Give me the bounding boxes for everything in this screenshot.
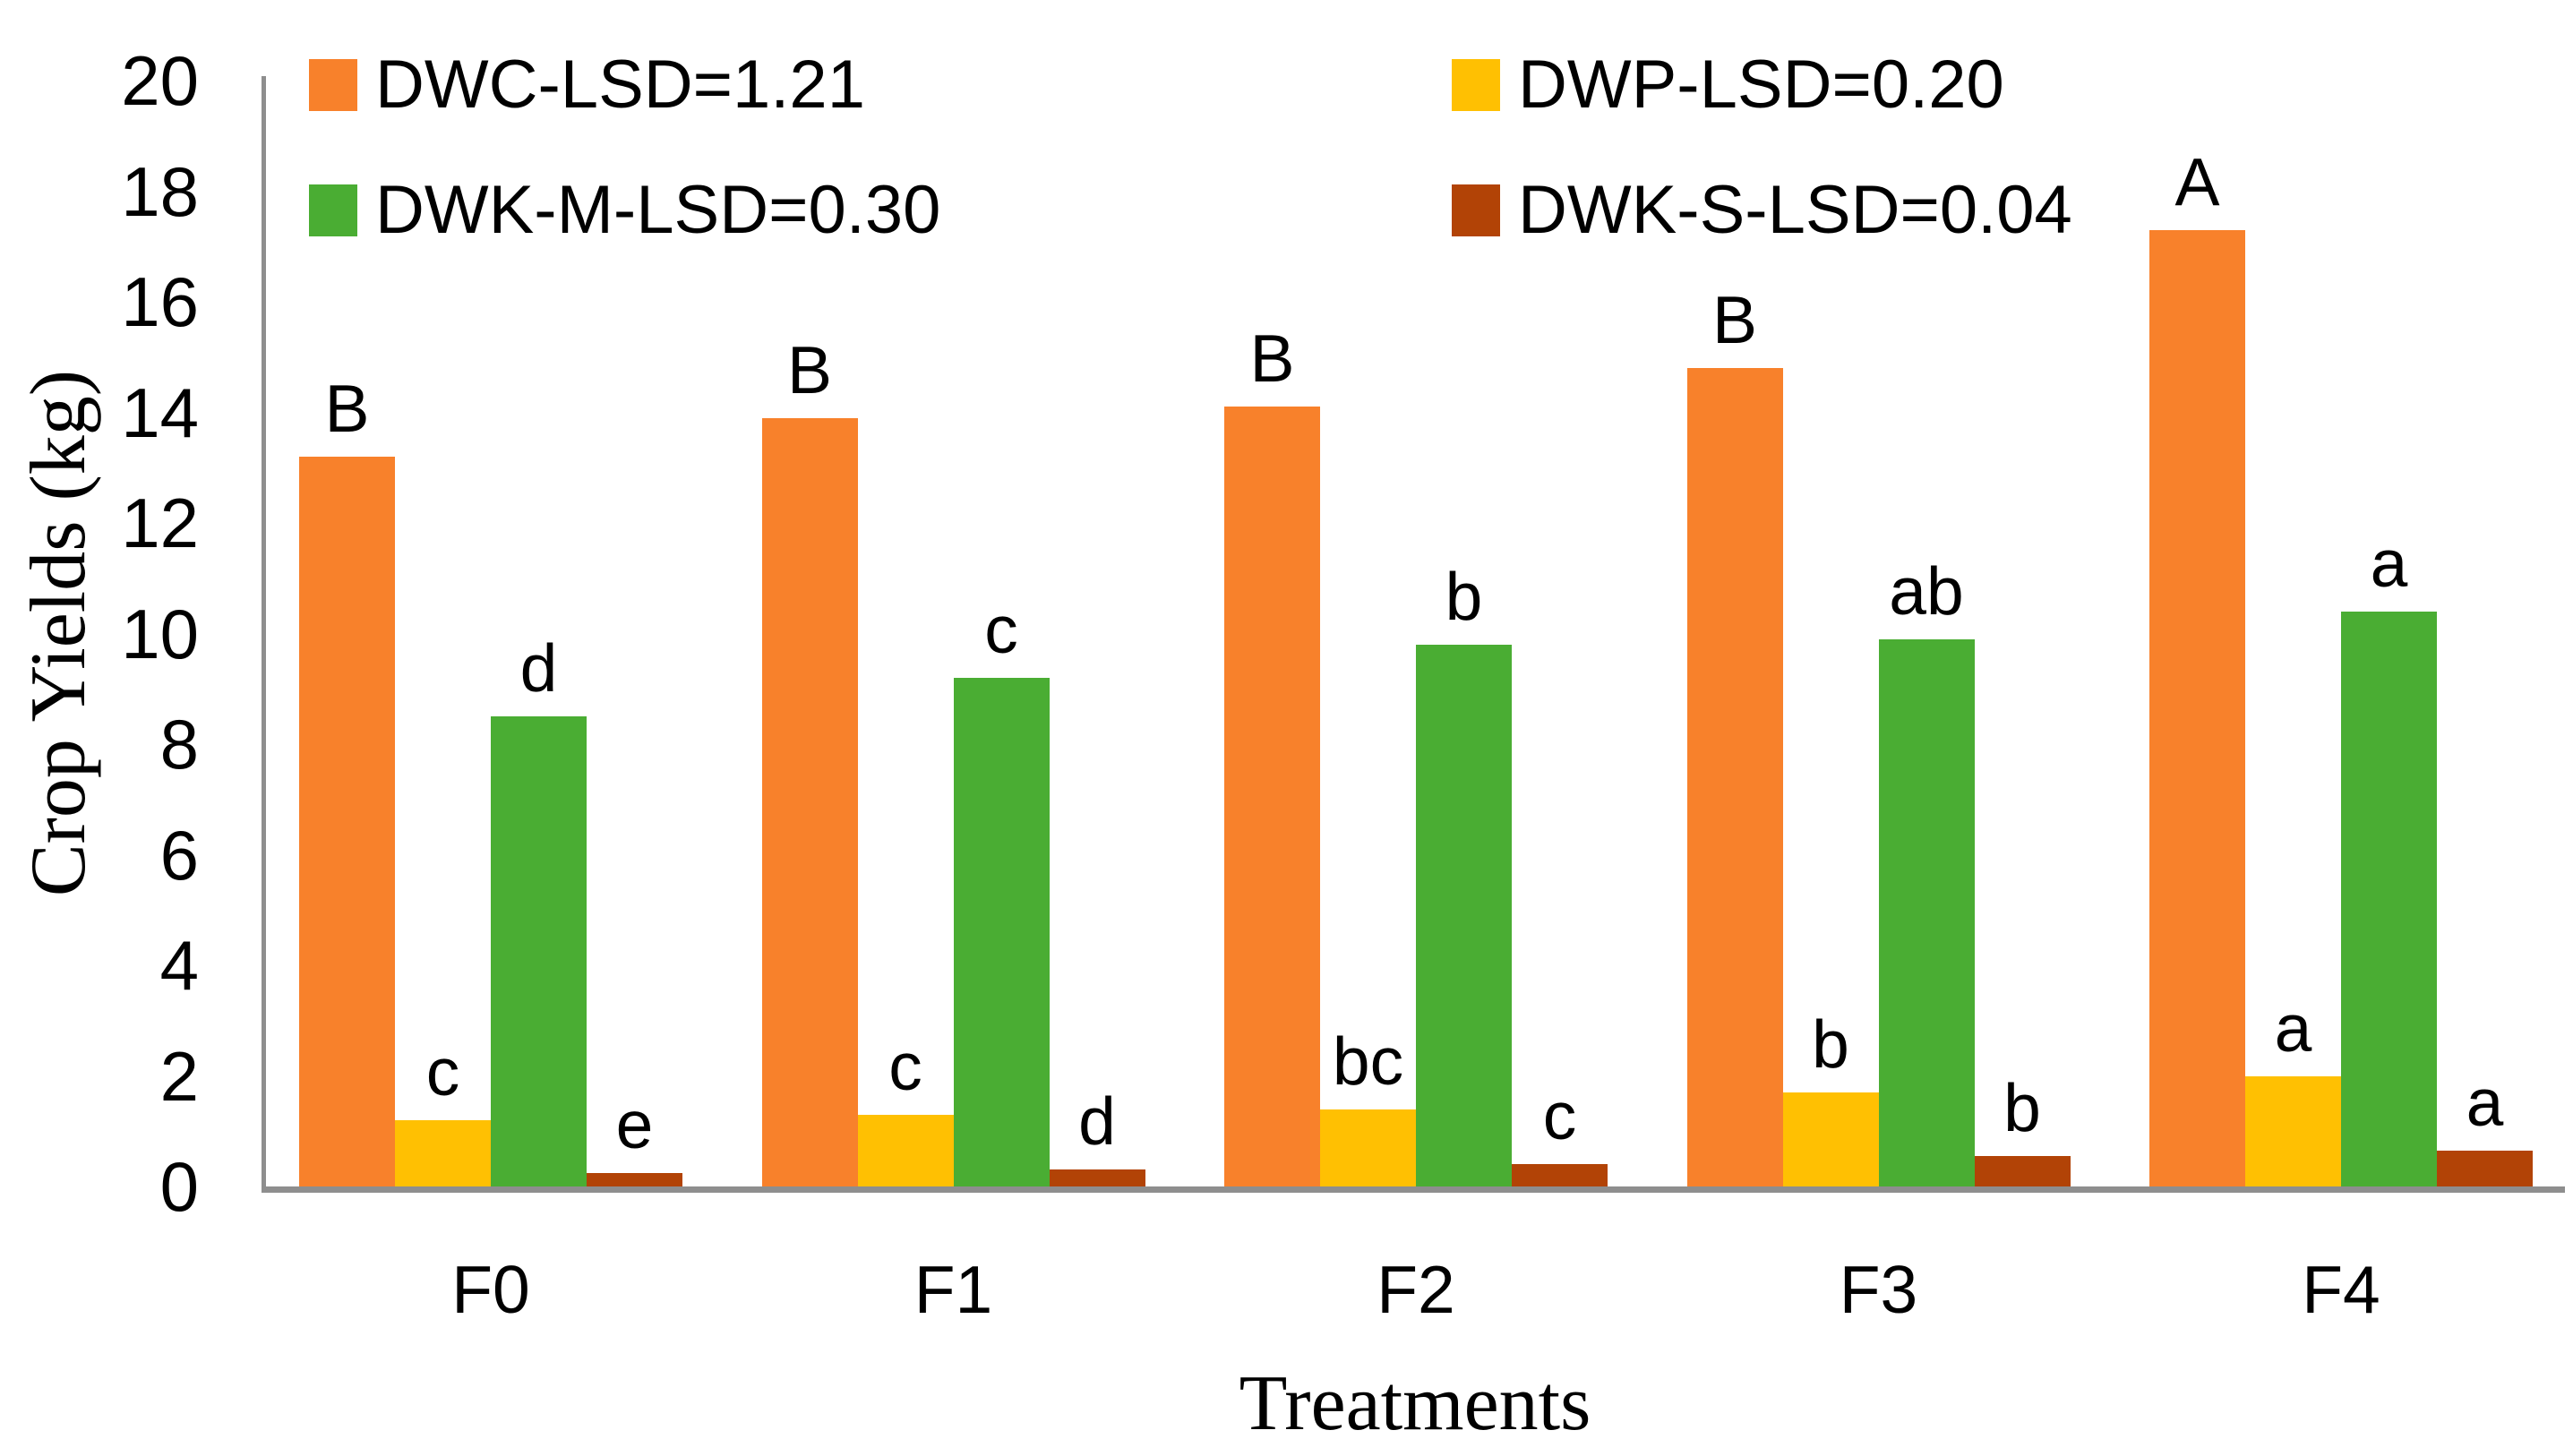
bar-F1-series-0 xyxy=(761,417,858,1186)
bar-F2-series-2 xyxy=(1416,644,1512,1186)
bar-F2-series-1 xyxy=(1320,1109,1416,1186)
bar-F3-series-2 xyxy=(1878,638,1975,1186)
significance-letter: bc xyxy=(1332,1023,1404,1099)
legend-item-dwk-s: DWK-S-LSD=0.04 xyxy=(1452,172,2072,249)
x-category-label-F4: F4 xyxy=(2302,1252,2380,1327)
bar-F2-series-0 xyxy=(1224,407,1320,1186)
y-tick-label: 18 xyxy=(121,151,199,231)
bar-F3-series-3 xyxy=(1974,1156,2071,1186)
significance-letter: a xyxy=(2370,525,2408,601)
y-tick-label: 14 xyxy=(121,373,199,452)
legend-swatch-dwp xyxy=(1452,59,1500,111)
x-axis-title: Treatments xyxy=(1239,1360,1591,1447)
significance-letter: c xyxy=(888,1028,922,1104)
significance-letter: c xyxy=(984,591,1018,667)
bar-F2-series-3 xyxy=(1512,1164,1608,1186)
x-category-label-F1: F1 xyxy=(913,1252,993,1327)
bar-F4-series-0 xyxy=(2149,229,2245,1186)
significance-letter: a xyxy=(2466,1064,2504,1140)
legend-item-dwk-m: DWK-M-LSD=0.30 xyxy=(309,172,940,249)
legend-item-dwc: DWC-LSD=1.21 xyxy=(309,47,865,124)
bar-F1-series-3 xyxy=(1049,1169,1145,1186)
y-tick-label: 4 xyxy=(159,926,199,1005)
significance-letter: c xyxy=(1542,1078,1577,1154)
significance-letter: A xyxy=(2174,143,2220,219)
significance-letter: b xyxy=(1445,558,1483,634)
significance-letter: a xyxy=(2274,989,2312,1066)
bar-F0-series-0 xyxy=(299,456,395,1186)
y-tick-label: 16 xyxy=(121,262,199,341)
bar-F3-series-1 xyxy=(1782,1092,1879,1186)
y-tick-label: 8 xyxy=(159,705,199,784)
y-tick-label: 10 xyxy=(121,594,199,673)
bar-F0-series-3 xyxy=(587,1172,682,1186)
bar-F1-series-1 xyxy=(857,1114,954,1186)
bar-F1-series-2 xyxy=(953,677,1050,1186)
legend-label-dwp: DWP-LSD=0.20 xyxy=(1518,47,2004,123)
x-category-label-F2: F2 xyxy=(1377,1252,1455,1327)
significance-letter: B xyxy=(786,331,833,407)
y-tick-label: 2 xyxy=(159,1036,199,1116)
significance-letter: B xyxy=(1249,321,1295,397)
bar-F4-series-1 xyxy=(2245,1075,2341,1186)
significance-letter: ab xyxy=(1889,552,1964,629)
x-axis-line xyxy=(262,1186,2565,1193)
y-tick-label: 12 xyxy=(121,484,199,562)
significance-letter: b xyxy=(2003,1070,2041,1146)
legend-label-dwk-s: DWK-S-LSD=0.04 xyxy=(1518,172,2072,248)
x-category-label-F0: F0 xyxy=(451,1252,530,1327)
y-axis-line xyxy=(262,76,266,1193)
legend-label-dwk-m: DWK-M-LSD=0.30 xyxy=(375,172,941,248)
legend-item-dwp: DWP-LSD=0.20 xyxy=(1452,47,2004,124)
bar-F0-series-1 xyxy=(395,1119,491,1186)
x-category-label-F3: F3 xyxy=(1839,1252,1918,1327)
significance-letter: d xyxy=(1078,1083,1116,1160)
bar-F0-series-2 xyxy=(491,716,587,1186)
legend-swatch-dwk-m xyxy=(309,184,357,236)
significance-letter: c xyxy=(425,1033,460,1109)
bar-F4-series-3 xyxy=(2437,1150,2533,1186)
y-axis-title: Crop Yields (kg) xyxy=(15,369,102,897)
significance-letter: b xyxy=(1812,1006,1849,1083)
legend-label-dwc: DWC-LSD=1.21 xyxy=(375,47,865,123)
y-tick-label: 6 xyxy=(159,815,199,895)
significance-letter: d xyxy=(519,630,558,707)
bar-F4-series-2 xyxy=(2341,611,2437,1186)
y-tick-label: 20 xyxy=(121,41,199,120)
significance-letter: B xyxy=(1711,282,1758,358)
legend-swatch-dwc xyxy=(309,59,357,111)
significance-letter: e xyxy=(615,1086,654,1162)
y-tick-label: 0 xyxy=(159,1147,199,1226)
legend-swatch-dwk-s xyxy=(1452,184,1500,236)
significance-letter: B xyxy=(324,370,370,446)
bar-F3-series-0 xyxy=(1686,368,1783,1186)
